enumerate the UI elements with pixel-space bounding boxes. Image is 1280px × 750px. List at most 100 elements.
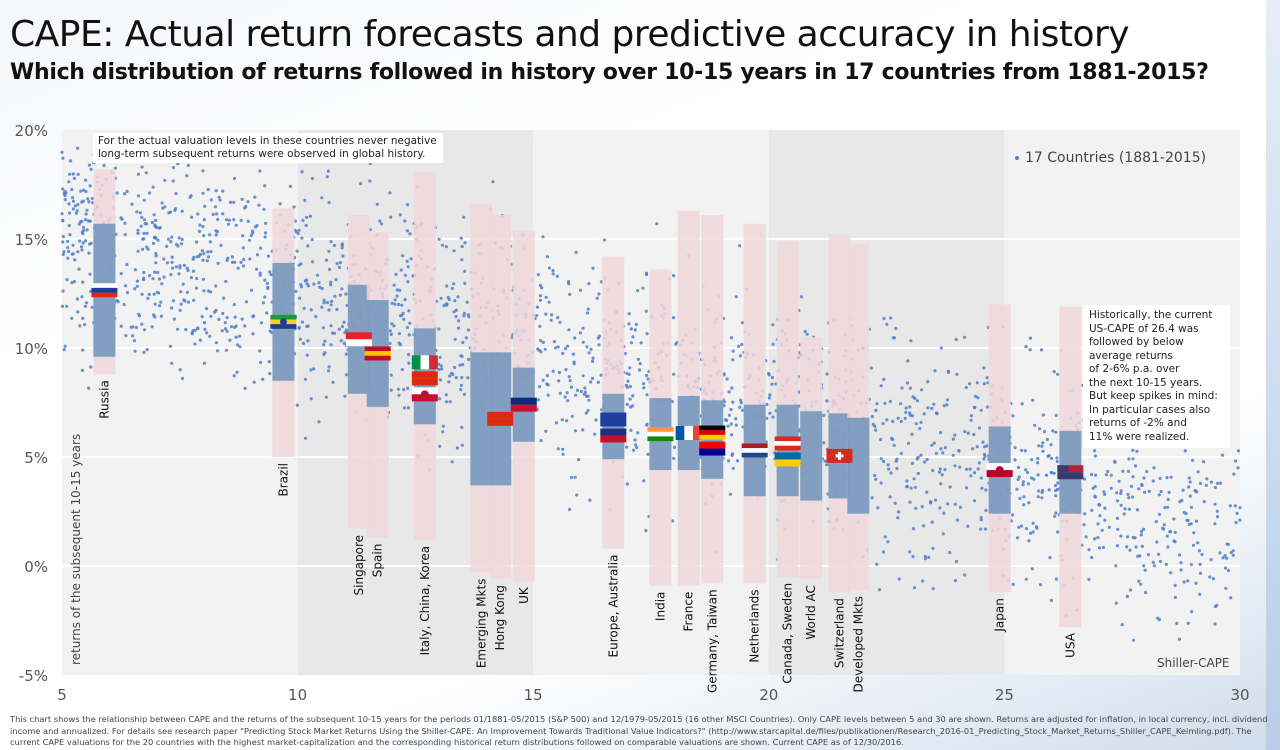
data-point bbox=[931, 546, 935, 551]
data-point bbox=[400, 303, 404, 307]
data-point bbox=[982, 452, 987, 457]
data-point bbox=[1215, 481, 1219, 485]
data-point bbox=[916, 455, 920, 459]
data-point bbox=[330, 299, 334, 303]
data-point bbox=[1034, 525, 1039, 529]
data-point bbox=[1180, 498, 1184, 503]
data-point bbox=[1154, 520, 1158, 524]
data-point bbox=[925, 457, 929, 462]
data-point bbox=[625, 445, 629, 449]
data-point bbox=[971, 447, 975, 451]
data-point bbox=[1179, 561, 1183, 565]
data-point bbox=[1238, 506, 1242, 510]
data-point bbox=[142, 350, 146, 354]
data-point bbox=[1114, 564, 1118, 568]
data-point bbox=[1040, 496, 1044, 500]
data-point bbox=[242, 257, 246, 262]
data-point bbox=[84, 212, 88, 216]
data-point bbox=[196, 326, 200, 330]
data-point bbox=[973, 499, 977, 503]
data-point bbox=[230, 260, 235, 264]
data-point bbox=[221, 212, 225, 216]
data-point bbox=[943, 446, 947, 450]
data-point bbox=[589, 347, 593, 351]
data-point bbox=[927, 555, 931, 560]
data-point bbox=[1113, 459, 1117, 463]
data-point bbox=[906, 359, 910, 363]
data-point bbox=[584, 411, 588, 415]
data-point bbox=[203, 327, 207, 331]
data-point bbox=[123, 233, 127, 237]
data-point bbox=[89, 289, 93, 294]
data-point bbox=[920, 388, 924, 392]
data-point bbox=[251, 229, 255, 233]
data-point bbox=[672, 456, 676, 460]
data-point bbox=[71, 199, 76, 203]
data-point bbox=[340, 246, 344, 250]
data-point bbox=[85, 208, 89, 212]
data-point bbox=[581, 326, 585, 330]
data-point bbox=[388, 191, 392, 195]
data-point bbox=[768, 411, 772, 415]
data-point bbox=[162, 275, 166, 279]
data-point bbox=[60, 304, 65, 308]
data-point bbox=[1131, 475, 1135, 479]
data-point bbox=[636, 357, 641, 361]
data-point bbox=[70, 252, 74, 256]
data-point bbox=[891, 419, 895, 423]
data-point bbox=[1177, 553, 1182, 557]
data-point bbox=[725, 377, 729, 381]
data-point bbox=[196, 212, 200, 216]
data-point bbox=[332, 243, 336, 248]
data-point bbox=[1190, 610, 1194, 614]
data-point bbox=[930, 406, 934, 410]
range-label: Spain bbox=[371, 544, 385, 578]
data-point bbox=[734, 295, 738, 299]
data-point bbox=[1211, 577, 1215, 581]
data-point bbox=[1126, 492, 1130, 496]
data-point bbox=[953, 579, 958, 583]
data-point bbox=[308, 214, 312, 218]
data-point bbox=[1041, 449, 1045, 453]
data-point bbox=[75, 297, 79, 301]
data-point bbox=[63, 189, 67, 194]
data-point bbox=[84, 189, 88, 194]
data-point bbox=[939, 447, 943, 451]
data-point bbox=[368, 179, 372, 183]
data-point bbox=[625, 402, 629, 407]
data-point bbox=[965, 486, 969, 490]
data-point bbox=[136, 249, 140, 253]
data-point bbox=[200, 315, 204, 319]
data-point bbox=[1103, 518, 1107, 522]
data-point bbox=[954, 337, 958, 342]
data-point bbox=[587, 398, 591, 402]
data-point bbox=[119, 324, 123, 328]
data-point bbox=[89, 167, 93, 171]
data-point bbox=[79, 189, 83, 193]
data-point bbox=[236, 343, 240, 347]
data-point bbox=[395, 294, 399, 298]
data-point bbox=[327, 267, 332, 272]
data-point bbox=[172, 317, 176, 321]
data-point bbox=[459, 236, 463, 240]
annotation-line: followed by below bbox=[1089, 336, 1184, 348]
data-point bbox=[268, 372, 272, 376]
data-point bbox=[913, 485, 917, 489]
data-point bbox=[306, 284, 311, 288]
data-point bbox=[61, 289, 65, 293]
data-point bbox=[738, 244, 742, 248]
data-point bbox=[564, 368, 568, 372]
data-point bbox=[454, 308, 458, 312]
data-point bbox=[205, 331, 209, 335]
data-point bbox=[201, 258, 205, 262]
annotation-line: 11% were realized. bbox=[1089, 430, 1190, 443]
data-point bbox=[879, 437, 883, 442]
data-point bbox=[62, 348, 66, 352]
data-point bbox=[301, 218, 305, 222]
data-point bbox=[561, 447, 565, 451]
data-point bbox=[159, 300, 163, 304]
data-point bbox=[395, 288, 399, 292]
data-point bbox=[544, 295, 548, 299]
data-point bbox=[76, 250, 80, 254]
data-point bbox=[910, 432, 914, 436]
